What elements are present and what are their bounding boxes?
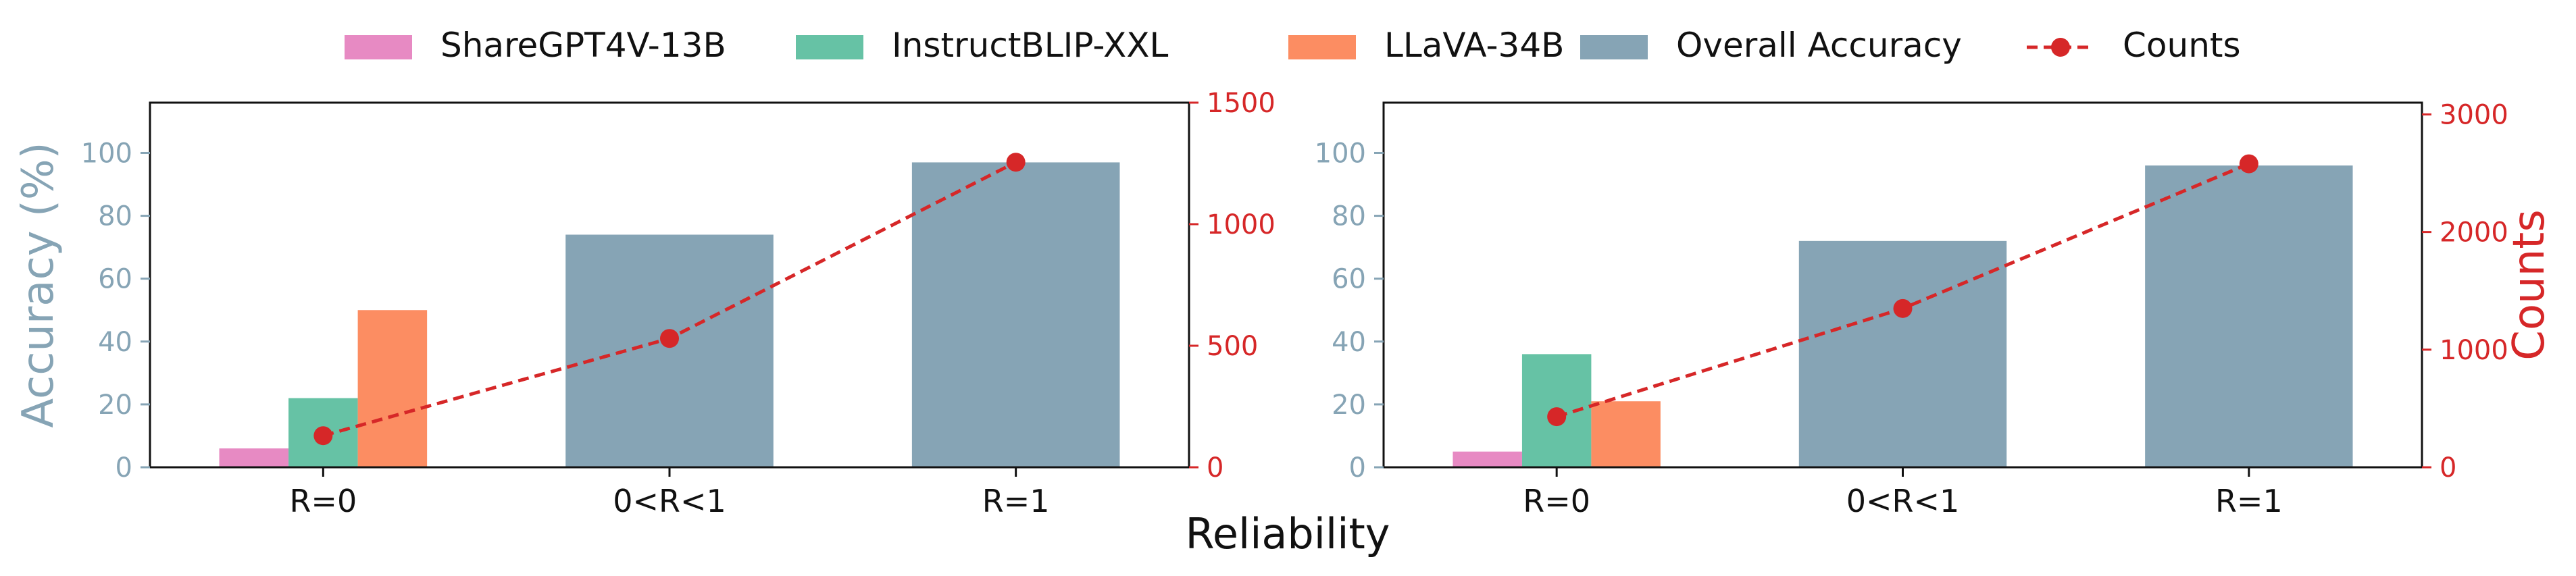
left-tick-label: 60 (1332, 264, 1366, 295)
legend-swatch (345, 35, 412, 59)
left-tick-label: 100 (1315, 138, 1366, 169)
legend: ShareGPT4V-13B InstructBLIP-XXL LLaVA-34B O… (345, 26, 2241, 65)
model-accuracy-bar (357, 310, 428, 467)
counts-point (1893, 298, 1913, 318)
right-tick-label: 0 (2440, 452, 2456, 483)
left-tick-label: 80 (98, 201, 132, 232)
legend-label: Overall Accuracy (1676, 26, 1962, 65)
legend-label: LLaVA-34B (1384, 26, 1564, 65)
y-axis-label: Accuracy (%) (14, 142, 64, 427)
left-tick-label: 40 (1332, 327, 1366, 358)
legend-label: Counts (2123, 26, 2241, 65)
x-tick-label: R=1 (2215, 483, 2283, 519)
legend-marker (2051, 38, 2070, 57)
overall-accuracy-bar (1798, 240, 2007, 467)
counts-point (2239, 154, 2258, 174)
x-tick-label: R=0 (289, 483, 357, 519)
legend-label: ShareGPT4V-13B (440, 26, 726, 65)
legend-swatch (1580, 35, 1648, 59)
left-tick-label: 40 (98, 327, 132, 358)
y2-axis-label: Counts (2504, 209, 2554, 360)
x-tick-label: R=0 (1523, 483, 1590, 519)
model-accuracy-bar (1453, 451, 1522, 467)
left-tick-label: 20 (1332, 390, 1366, 421)
left-tick-label: 60 (98, 264, 132, 295)
left-tick-label: 0 (116, 452, 132, 483)
x-tick-label: R=1 (982, 483, 1050, 519)
counts-point (660, 329, 679, 348)
legend-swatch (1288, 35, 1356, 59)
x-tick-label: 0<R<1 (1846, 483, 1960, 519)
left-tick-label: 100 (81, 138, 132, 169)
x-tick-label: 0<R<1 (613, 483, 726, 519)
counts-point (1547, 407, 1567, 427)
left-tick-label: 80 (1332, 201, 1366, 232)
left-tick-label: 20 (98, 390, 132, 421)
figure-x-axis-label: Reliability (1186, 509, 1390, 558)
model-accuracy-bar (1591, 401, 1661, 467)
right-tick-label: 2000 (2440, 217, 2508, 248)
right-tick-label: 1500 (1207, 88, 1276, 119)
legend-label: InstructBLIP-XXL (892, 26, 1168, 65)
overall-accuracy-bar (911, 162, 1120, 467)
overall-accuracy-bar (565, 234, 774, 467)
counts-point (313, 426, 333, 446)
counts-point (1006, 153, 1026, 172)
right-tick-label: 1000 (2440, 335, 2508, 366)
legend-swatch (796, 35, 863, 59)
right-tick-label: 500 (1207, 331, 1258, 362)
model-accuracy-bar (219, 448, 289, 467)
right-tick-label: 1000 (1207, 209, 1276, 240)
right-tick-label: 3000 (2440, 99, 2508, 130)
overall-accuracy-bar (2145, 165, 2353, 467)
right-tick-label: 0 (1207, 452, 1223, 483)
left-tick-label: 0 (1349, 452, 1366, 483)
